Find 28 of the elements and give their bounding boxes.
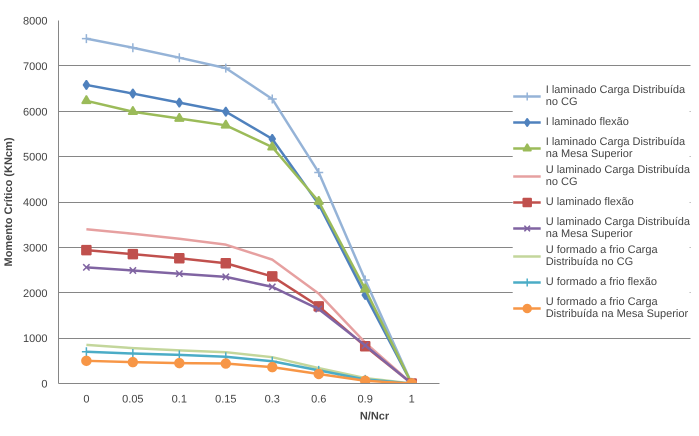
- y-axis-title: Momento Crítico (KNcm): [3, 137, 16, 266]
- legend-label: I laminado flexão: [546, 116, 629, 128]
- x-axis-title: N/Ncr: [360, 410, 390, 422]
- y-tick-label: 1000: [23, 333, 48, 346]
- legend-label: U laminado Carga Distribuída no CG: [546, 164, 690, 188]
- legend-label: U formado a frio Carga Distribuída no CG: [546, 244, 658, 268]
- y-tick-label: 2000: [23, 288, 48, 300]
- y-tick-label: 6000: [23, 106, 48, 118]
- y-tick-label: 8000: [23, 16, 48, 28]
- y-tick-label: 4000: [23, 197, 48, 209]
- x-tick-label: 0.15: [215, 394, 237, 406]
- x-tick-label: 0.3: [264, 394, 280, 406]
- x-tick-label: 0.1: [172, 394, 187, 406]
- legend-label: I laminado Carga Distribuída no CG: [546, 84, 686, 108]
- x-tick-label: 1: [408, 394, 415, 406]
- x-tick-label: 0: [83, 394, 90, 406]
- y-tick-label: 7000: [23, 60, 48, 73]
- y-tick-label: 0: [41, 378, 48, 390]
- y-tick-label: 3000: [23, 242, 48, 254]
- legend-label: U laminado flexão: [546, 196, 634, 208]
- y-tick-label: 5000: [23, 152, 48, 164]
- legend-label: U formado a frio Carga Distribuída na Mesa Superior: [546, 296, 688, 320]
- legend-label: I laminado Carga Distribuída na Mesa Superior: [546, 136, 686, 160]
- x-tick-label: 0.9: [358, 394, 373, 406]
- x-tick-label: 0.05: [122, 394, 144, 406]
- x-tick-label: 0.6: [311, 394, 326, 406]
- legend-label: U formado a frio flexão: [546, 276, 657, 288]
- legend-label: U laminado Carga Distribuída na Mesa Superior: [546, 216, 690, 240]
